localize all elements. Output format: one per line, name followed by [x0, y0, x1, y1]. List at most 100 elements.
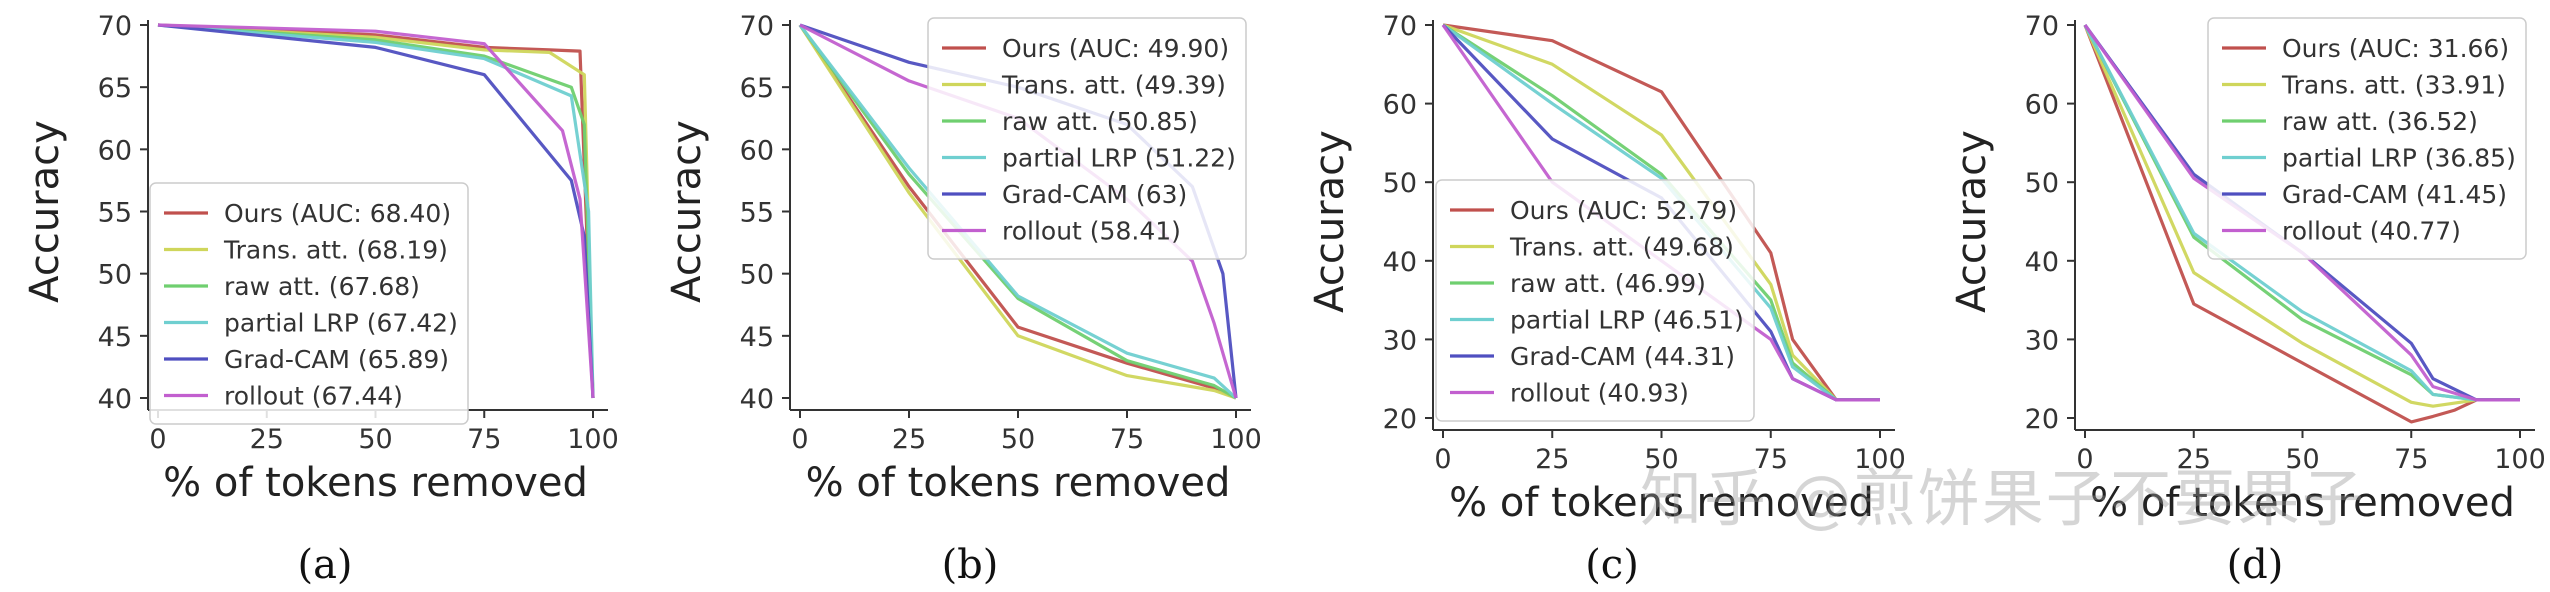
series-line-ours	[798, 24, 1237, 400]
y-tick-label: 55	[98, 198, 132, 229]
series-line-partial-lrp	[157, 23, 595, 399]
legend-label: Trans. att. (49.39)	[1001, 71, 1226, 100]
series-line-rollout	[2083, 24, 2520, 402]
legend-label: Trans. att. (68.19)	[223, 236, 448, 265]
panel-label: (a)	[297, 542, 352, 588]
legend-label: Ours (AUC: 52.79)	[1510, 196, 1737, 225]
x-tick-label: 25	[1535, 444, 1569, 475]
legend-label: Ours (AUC: 31.66)	[2282, 34, 2509, 63]
y-tick-label: 65	[740, 73, 774, 104]
y-tick-label: 45	[98, 322, 132, 353]
y-tick-label: 50	[1383, 168, 1417, 199]
x-tick-label: 100	[2494, 444, 2546, 475]
y-axis-label: Accuracy	[22, 120, 68, 303]
y-tick-label: 70	[1383, 11, 1417, 42]
y-tick-label: 55	[740, 198, 774, 229]
x-tick-label: 0	[1434, 444, 1451, 475]
x-axis-label: % of tokens removed	[163, 460, 588, 506]
legend-box	[2207, 17, 2527, 260]
legend-label: Trans. att. (33.91)	[2281, 71, 2506, 100]
legend-label: raw att. (67.68)	[224, 272, 420, 301]
legend-label: rollout (40.77)	[2282, 217, 2461, 246]
y-tick-label: 30	[2025, 325, 2059, 356]
x-tick-label: 50	[1001, 424, 1035, 455]
y-tick-label: 65	[98, 73, 132, 104]
x-tick-label: 25	[892, 424, 926, 455]
x-tick-label: 25	[250, 424, 284, 455]
legend-label: rollout (58.41)	[1002, 217, 1181, 246]
x-tick-label: 0	[791, 424, 808, 455]
legend-box	[149, 182, 469, 425]
legend-label: Ours (AUC: 68.40)	[224, 199, 451, 228]
series-line-rollout	[157, 23, 595, 399]
legend-label: Grad-CAM (44.31)	[1510, 342, 1735, 371]
y-tick-label: 45	[740, 322, 774, 353]
legend-label: Grad-CAM (41.45)	[2282, 180, 2507, 209]
y-tick-label: 40	[98, 384, 132, 415]
legend-label: Trans. att. (49.68)	[1509, 233, 1734, 262]
x-axis-label: % of tokens removed	[1449, 480, 1874, 526]
legend-label: partial LRP (51.22)	[1002, 144, 1236, 173]
x-tick-label: 0	[149, 424, 166, 455]
y-tick-label: 40	[740, 384, 774, 415]
x-tick-label: 100	[1854, 444, 1906, 475]
x-tick-label: 50	[1644, 444, 1678, 475]
legend-label: rollout (40.93)	[1510, 379, 1689, 408]
x-tick-label: 75	[1754, 444, 1788, 475]
panel-label: (d)	[2227, 542, 2284, 588]
legend-label: partial LRP (67.42)	[224, 309, 458, 338]
y-tick-label: 20	[1383, 404, 1417, 435]
panel-label: (b)	[942, 542, 999, 588]
x-tick-label: 50	[358, 424, 392, 455]
series-line-trans-att	[798, 24, 1237, 400]
series-line-ours	[157, 23, 595, 399]
legend-label: Grad-CAM (63)	[1002, 180, 1187, 209]
x-axis-label: % of tokens removed	[2090, 480, 2515, 526]
legend-label: Ours (AUC: 49.90)	[1002, 34, 1229, 63]
x-axis-label: % of tokens removed	[806, 460, 1231, 506]
chart-panel-c: 20 30 40 50 60 70 0 25 50 75 100 % of tokens remove…	[1307, 11, 1906, 588]
series-line-raw-att	[157, 23, 595, 399]
watermark-text: 知乎 @煎饼果子不要果子	[1640, 462, 2366, 535]
legend-label: raw att. (46.99)	[1510, 269, 1706, 298]
y-tick-label: 70	[740, 11, 774, 42]
legend-box	[927, 17, 1247, 260]
y-tick-label: 60	[98, 135, 132, 166]
x-tick-label: 100	[1210, 424, 1262, 455]
legend-label: Grad-CAM (65.89)	[224, 345, 449, 374]
legend-label: partial LRP (36.85)	[2282, 144, 2516, 173]
y-tick-label: 40	[1383, 247, 1417, 278]
x-tick-label: 75	[2394, 444, 2428, 475]
y-tick-label: 40	[2025, 247, 2059, 278]
y-tick-label: 70	[2025, 11, 2059, 42]
y-axis-label: Accuracy	[664, 120, 710, 303]
series-line-raw-att	[798, 24, 1237, 400]
y-tick-label: 50	[98, 260, 132, 291]
legend-label: rollout (67.44)	[224, 382, 403, 411]
legend-label: partial LRP (46.51)	[1510, 306, 1744, 335]
y-axis-label: Accuracy	[1949, 130, 1995, 313]
x-tick-label: 100	[567, 424, 619, 455]
legend-box	[1435, 179, 1755, 422]
y-axis-label: Accuracy	[1307, 130, 1353, 313]
x-tick-label: 75	[1110, 424, 1144, 455]
y-tick-label: 30	[1383, 325, 1417, 356]
chart-panel-b: 40 45 50 55 60 65 70 0 25 50 75 100 % of tokens remo…	[664, 11, 1262, 588]
y-tick-label: 50	[2025, 168, 2059, 199]
y-tick-label: 60	[2025, 90, 2059, 121]
y-tick-label: 20	[2025, 404, 2059, 435]
y-tick-label: 60	[740, 135, 774, 166]
x-tick-label: 0	[2076, 444, 2093, 475]
x-tick-label: 25	[2177, 444, 2211, 475]
chart-panel-d: 20 30 40 50 60 70 0 25 50 75 100 % of tokens remove…	[1949, 11, 2546, 588]
panel-label: (c)	[1585, 542, 1639, 588]
y-tick-label: 50	[740, 260, 774, 291]
y-tick-label: 70	[98, 11, 132, 42]
x-tick-label: 75	[467, 424, 501, 455]
y-tick-label: 60	[1383, 90, 1417, 121]
chart-panel-a: 40 45 50 55 60 65 70 0 25 50 75 100 % of tokens remo…	[22, 11, 619, 588]
legend-label: raw att. (36.52)	[2282, 107, 2478, 136]
series-line-partial-lrp	[798, 24, 1238, 400]
x-tick-label: 50	[2285, 444, 2319, 475]
